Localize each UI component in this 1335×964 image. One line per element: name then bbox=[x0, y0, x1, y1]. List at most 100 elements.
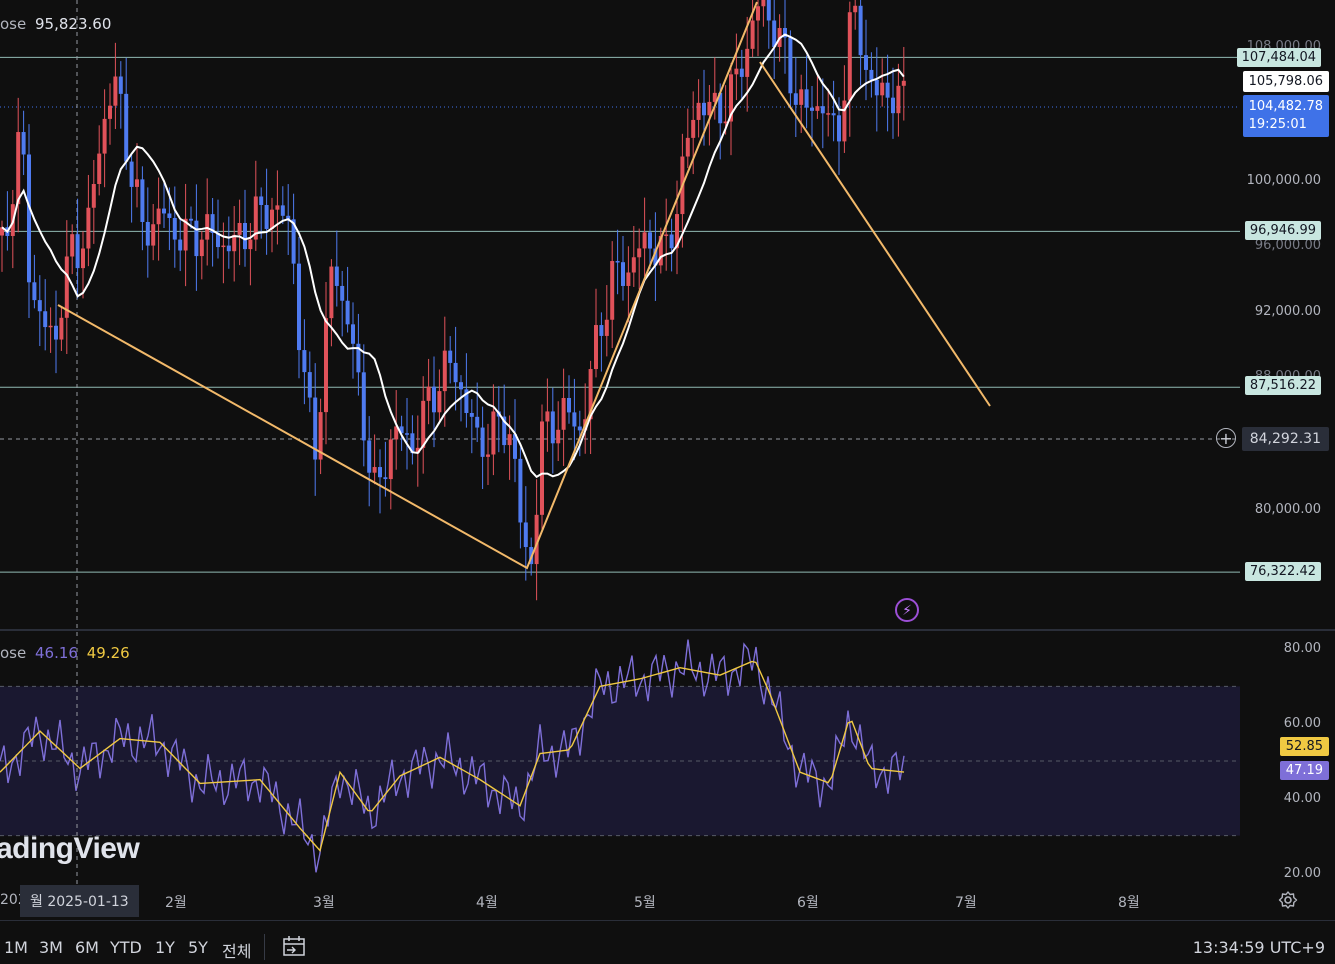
candle-body bbox=[831, 113, 836, 116]
moving-average-line bbox=[1, 33, 905, 479]
candle-body bbox=[837, 115, 841, 142]
candle-body bbox=[804, 89, 809, 108]
candle-body bbox=[194, 220, 199, 257]
candle-body bbox=[842, 100, 847, 142]
candle-body bbox=[162, 208, 166, 214]
range-ytd-button[interactable]: YTD bbox=[110, 938, 142, 957]
candle-body bbox=[783, 28, 787, 38]
candle-body bbox=[491, 411, 496, 455]
candle-body bbox=[199, 239, 204, 257]
price-chart-canvas[interactable] bbox=[0, 0, 1240, 628]
candle-body bbox=[847, 12, 852, 101]
candle-body bbox=[480, 427, 485, 457]
candle-body bbox=[810, 107, 814, 111]
bar-countdown: 19:25:01 bbox=[1248, 117, 1307, 132]
candle-body bbox=[210, 214, 215, 233]
candle-body bbox=[653, 248, 658, 266]
candle-body bbox=[545, 411, 550, 422]
candle-body bbox=[232, 234, 237, 252]
candle-body bbox=[383, 477, 388, 480]
trendline-up bbox=[57, 1, 758, 570]
candle-body bbox=[113, 76, 118, 106]
candle-body bbox=[264, 204, 269, 229]
candle-body bbox=[156, 208, 161, 225]
range-3m-button[interactable]: 3M bbox=[39, 938, 63, 957]
axis-tick: 80,000.00 bbox=[1254, 502, 1321, 517]
candle-body bbox=[183, 218, 188, 251]
candle-body bbox=[718, 92, 723, 124]
time-tick-month: 6월 bbox=[797, 895, 819, 911]
candle-body bbox=[178, 239, 183, 251]
price-chart-pane[interactable] bbox=[0, 0, 1240, 628]
time-axis[interactable]: 202 월 2025-01-13 2월 3월 4월 5월 6월 7월 8월 bbox=[0, 884, 1335, 918]
time-tick-month: 5월 bbox=[634, 895, 656, 911]
candle-body bbox=[432, 386, 436, 413]
candle-body bbox=[280, 205, 285, 216]
candle-body bbox=[691, 119, 696, 138]
range-6m-button[interactable]: 6M bbox=[75, 938, 99, 957]
candle-body bbox=[588, 369, 593, 420]
candle-body bbox=[658, 235, 663, 266]
candle-body bbox=[853, 5, 858, 13]
candle-body bbox=[118, 76, 123, 94]
candle-body bbox=[486, 454, 490, 457]
plus-icon[interactable]: + bbox=[1216, 428, 1236, 448]
candle-body bbox=[631, 257, 636, 273]
rsi-pane[interactable] bbox=[0, 632, 1240, 884]
candle-body bbox=[540, 421, 544, 515]
candle-body bbox=[37, 300, 42, 312]
candle-body bbox=[405, 433, 409, 435]
time-tick-month: 7월 bbox=[955, 895, 977, 911]
candle-body bbox=[59, 317, 64, 340]
candle-body bbox=[475, 416, 480, 428]
legend-close-value: 95,823.60 bbox=[35, 15, 112, 33]
candle-body bbox=[0, 227, 4, 236]
range-5y-button[interactable]: 5Y bbox=[188, 938, 208, 957]
candle-body bbox=[351, 324, 355, 344]
candle-body bbox=[151, 224, 156, 246]
candle-body bbox=[448, 350, 453, 363]
candle-body bbox=[275, 205, 280, 210]
last-price-tag: 104,482.78 19:25:01 bbox=[1242, 95, 1329, 137]
candle-body bbox=[64, 256, 69, 318]
pane-divider[interactable] bbox=[0, 629, 1335, 631]
candle-body bbox=[356, 343, 361, 373]
candle-body bbox=[648, 232, 652, 249]
candle-body bbox=[124, 93, 129, 162]
candle-body bbox=[626, 272, 631, 286]
candle-body bbox=[108, 105, 112, 119]
candle-body bbox=[372, 467, 377, 473]
ma-price-tag: 105,798.06 bbox=[1242, 71, 1329, 92]
candle-body bbox=[48, 325, 53, 328]
candle-body bbox=[453, 362, 458, 383]
time-tick-month: 8월 bbox=[1118, 895, 1140, 911]
candle-body bbox=[707, 101, 712, 116]
candle-body bbox=[437, 391, 442, 413]
range-1y-button[interactable]: 1Y bbox=[155, 938, 175, 957]
candle-body bbox=[756, 6, 760, 21]
axis-tick: 92,000.00 bbox=[1254, 304, 1321, 319]
candle-body bbox=[799, 89, 804, 105]
candle-body bbox=[43, 311, 48, 328]
candle-body bbox=[21, 132, 26, 155]
candle-body bbox=[291, 219, 296, 264]
candle-body bbox=[286, 215, 291, 220]
candle-body bbox=[297, 263, 301, 351]
calendar-range-icon[interactable] bbox=[283, 936, 305, 956]
lightning-icon[interactable]: ⚡ bbox=[895, 598, 919, 622]
range-all-button[interactable]: 전체 bbox=[222, 942, 252, 961]
candle-body bbox=[534, 514, 539, 565]
candle-body bbox=[896, 85, 901, 114]
candle-body bbox=[502, 416, 507, 446]
level-tag-76322: 76,322.42 bbox=[1244, 562, 1321, 581]
gear-icon[interactable] bbox=[1278, 890, 1298, 910]
rsi-canvas[interactable] bbox=[0, 632, 1240, 884]
candle-body bbox=[388, 439, 393, 480]
candle-body bbox=[237, 222, 242, 235]
axis-tick-partial: 96,000.00 bbox=[1254, 238, 1321, 253]
candle-body bbox=[394, 426, 399, 440]
candle-body bbox=[669, 234, 674, 249]
candle-body bbox=[205, 214, 210, 240]
range-1m-button[interactable]: 1M bbox=[4, 938, 28, 957]
candle-body bbox=[761, 0, 766, 7]
